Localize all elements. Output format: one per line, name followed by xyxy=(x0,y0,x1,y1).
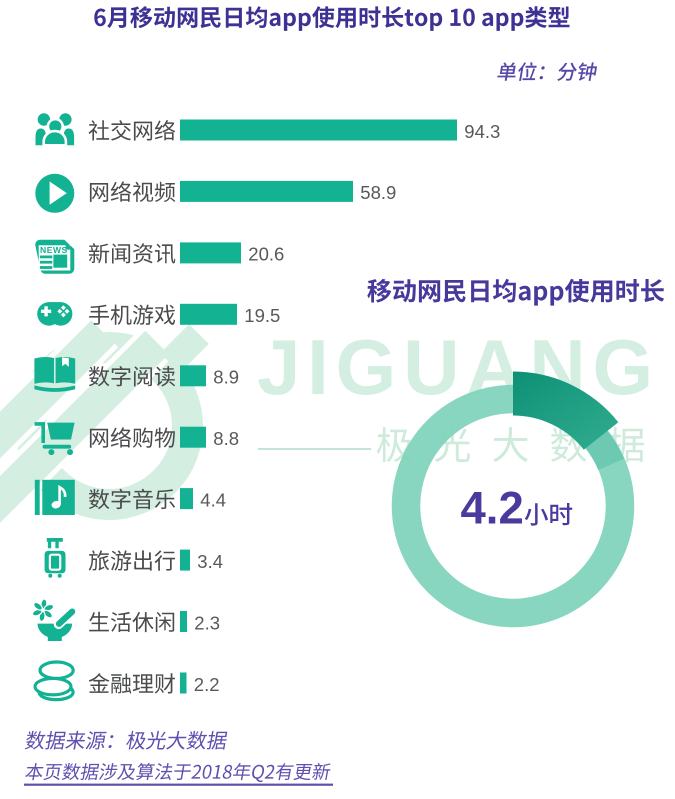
svg-text:19.5: 19.5 xyxy=(244,305,280,326)
svg-text:2.3: 2.3 xyxy=(194,612,220,633)
svg-text:4.2: 4.2 xyxy=(461,483,524,534)
svg-text:4.4: 4.4 xyxy=(200,489,226,510)
svg-text:3.4: 3.4 xyxy=(197,551,223,572)
svg-text:8.8: 8.8 xyxy=(213,428,239,449)
svg-text:8.9: 8.9 xyxy=(213,367,239,388)
svg-text:20.6: 20.6 xyxy=(248,244,284,265)
svg-text:94.3: 94.3 xyxy=(464,121,500,142)
svg-text:NEWS: NEWS xyxy=(40,245,68,255)
svg-text:58.9: 58.9 xyxy=(360,182,396,203)
svg-text:2.2: 2.2 xyxy=(194,674,220,695)
